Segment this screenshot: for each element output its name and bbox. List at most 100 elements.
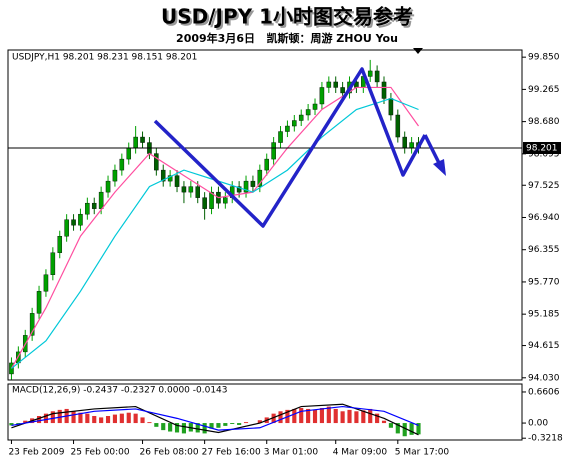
candle-body	[160, 169, 166, 182]
candle-body	[29, 313, 35, 336]
x-tick-label: 4 Mar 09:00	[333, 448, 388, 458]
y-tick-label: 95.770	[528, 277, 560, 287]
y-tick-label: 0.6606	[528, 387, 560, 397]
macd-bar	[147, 422, 152, 424]
x-tick-label: 23 Feb 2009	[8, 448, 64, 458]
candle-body	[333, 81, 338, 88]
macd-bar	[237, 423, 242, 425]
candle-body	[112, 169, 118, 182]
candle-body	[133, 136, 138, 149]
macd-bar	[216, 423, 221, 428]
candle-body	[402, 136, 407, 149]
candle-body	[388, 98, 394, 116]
macd-bar	[409, 423, 414, 435]
candle-body	[257, 169, 263, 187]
macd-bar	[36, 416, 42, 424]
macd-bar	[292, 408, 297, 424]
candle-body	[285, 125, 290, 132]
macd-bar	[71, 411, 76, 424]
candle-body	[202, 197, 207, 209]
annotation-arrowhead	[433, 159, 446, 176]
macd-bar	[154, 423, 159, 427]
macd-bar	[340, 411, 345, 424]
macd-bar	[271, 413, 276, 424]
macd-bar	[230, 423, 235, 424]
candle-body	[140, 136, 145, 143]
candle-body	[91, 202, 97, 209]
candle-body	[367, 70, 373, 77]
candle-body	[64, 219, 69, 237]
y-tick-label: 96.355	[528, 245, 560, 255]
macd-bar	[92, 416, 97, 424]
macd-bar	[354, 411, 359, 424]
macd-bar	[126, 412, 131, 424]
macd-bar	[133, 413, 138, 424]
macd-bar	[326, 406, 331, 424]
macd-line	[11, 403, 419, 436]
candle-body	[236, 186, 242, 193]
plot-area: 99.850 99.265 98.680 98.095 97.525 96.940 96.3…	[8, 53, 563, 458]
title-shadow: USD/JPY 1小时图交易参考	[163, 7, 415, 31]
macd-info: MACD(12,26,9) -0.2437 -0.2327 0.0000 -0.…	[12, 386, 228, 396]
macd-bar	[181, 423, 187, 434]
macd-bar	[368, 408, 373, 424]
macd-bar	[306, 408, 311, 424]
chart-title: USD/JPY 1小时图交易参考	[161, 5, 413, 29]
macd-bar	[140, 417, 145, 424]
macd-bar	[43, 413, 49, 424]
candle-body	[78, 213, 83, 226]
candle-body	[305, 109, 311, 116]
candle-body	[154, 153, 159, 171]
candle-body	[381, 81, 387, 99]
y-tick-label: 96.940	[528, 213, 560, 223]
macd-bar	[299, 408, 304, 424]
candle-body	[71, 219, 76, 226]
macd-bar	[312, 409, 318, 424]
x-tick-label: 27 Feb 16:00	[202, 448, 261, 458]
macd-bar	[161, 423, 166, 431]
macd-panel	[7, 383, 523, 441]
x-tick-label: 26 Feb 08:00	[140, 448, 199, 458]
moving-average	[11, 97, 419, 369]
candle-body	[395, 114, 401, 138]
candle-body	[264, 158, 269, 171]
candle-body	[98, 191, 104, 209]
macd-bar	[16, 423, 21, 424]
candle-body	[340, 87, 345, 94]
macd-bar	[333, 408, 338, 424]
macd-bar	[85, 413, 90, 424]
macd-bar	[361, 410, 366, 424]
macd-bar	[257, 420, 262, 424]
candle-body	[312, 103, 318, 110]
candle-body	[250, 180, 256, 187]
candle-body	[326, 81, 332, 88]
candle-body	[409, 142, 414, 149]
x-tick-label: 5 Mar 17:00	[395, 448, 450, 458]
y-tick-label: 0.00	[528, 419, 548, 429]
macd-bar	[209, 423, 214, 429]
y-tick-label: 94.615	[528, 341, 560, 351]
y-tick-label: -0.3218	[528, 434, 563, 444]
candle-body	[374, 70, 380, 83]
candle-body	[174, 175, 180, 187]
candle-body	[292, 120, 297, 127]
macd-bar	[78, 412, 83, 424]
macd-bar	[57, 409, 62, 424]
macd-bar	[402, 423, 407, 437]
macd-bar	[202, 423, 207, 434]
macd-bar	[375, 413, 380, 424]
macd-bar	[278, 411, 283, 424]
macd-bar	[105, 416, 111, 424]
price-info: USDJPY,H1 98.201 98.231 98.151 98.201	[12, 53, 197, 63]
macd-bar	[168, 423, 173, 432]
macd-bar	[223, 423, 228, 426]
macd-bar	[388, 423, 393, 428]
macd-bar	[99, 417, 104, 424]
y-tick-label: 97.525	[528, 181, 560, 191]
candle-body	[188, 186, 194, 193]
macd-bar	[174, 423, 180, 433]
candle-body	[43, 274, 49, 292]
candle-body	[195, 186, 201, 198]
macd-line	[11, 405, 419, 431]
